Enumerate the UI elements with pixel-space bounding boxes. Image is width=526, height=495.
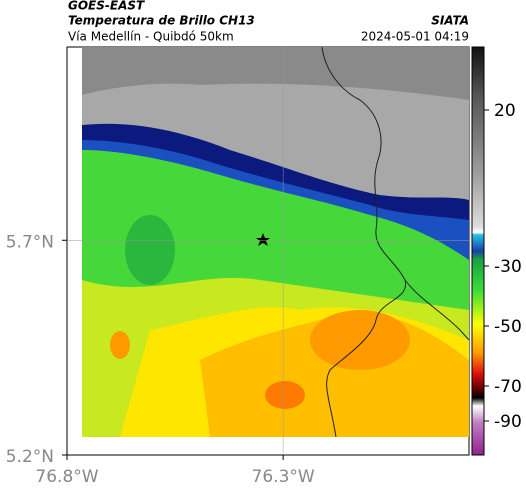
datetime: 2024-05-01 04:19	[361, 30, 469, 44]
lon-tick-label: 76.3°W	[252, 467, 315, 487]
colorbar-tick-label: -70	[494, 377, 522, 397]
location-marker	[256, 233, 270, 246]
colorbar-tick-label: 20	[494, 101, 516, 121]
lat-tick-label: 5.7°N	[6, 232, 54, 252]
title: Temperatura de Brillo CH13	[68, 14, 255, 28]
source: GOES-EAST	[68, 0, 145, 13]
colorbar-tick-label: -30	[494, 257, 522, 277]
lat-tick-label: 5.2°N	[6, 447, 54, 467]
colorbar-tick-label: -50	[494, 317, 522, 337]
agency: SIATA	[431, 14, 469, 28]
colorbar	[471, 46, 485, 456]
imagery	[82, 47, 469, 437]
lon-tick-label: 76.8°W	[35, 467, 98, 487]
colorbar-tick-label: -90	[494, 412, 522, 432]
subtitle: Vía Medellín - Quibdó 50km	[68, 30, 234, 44]
